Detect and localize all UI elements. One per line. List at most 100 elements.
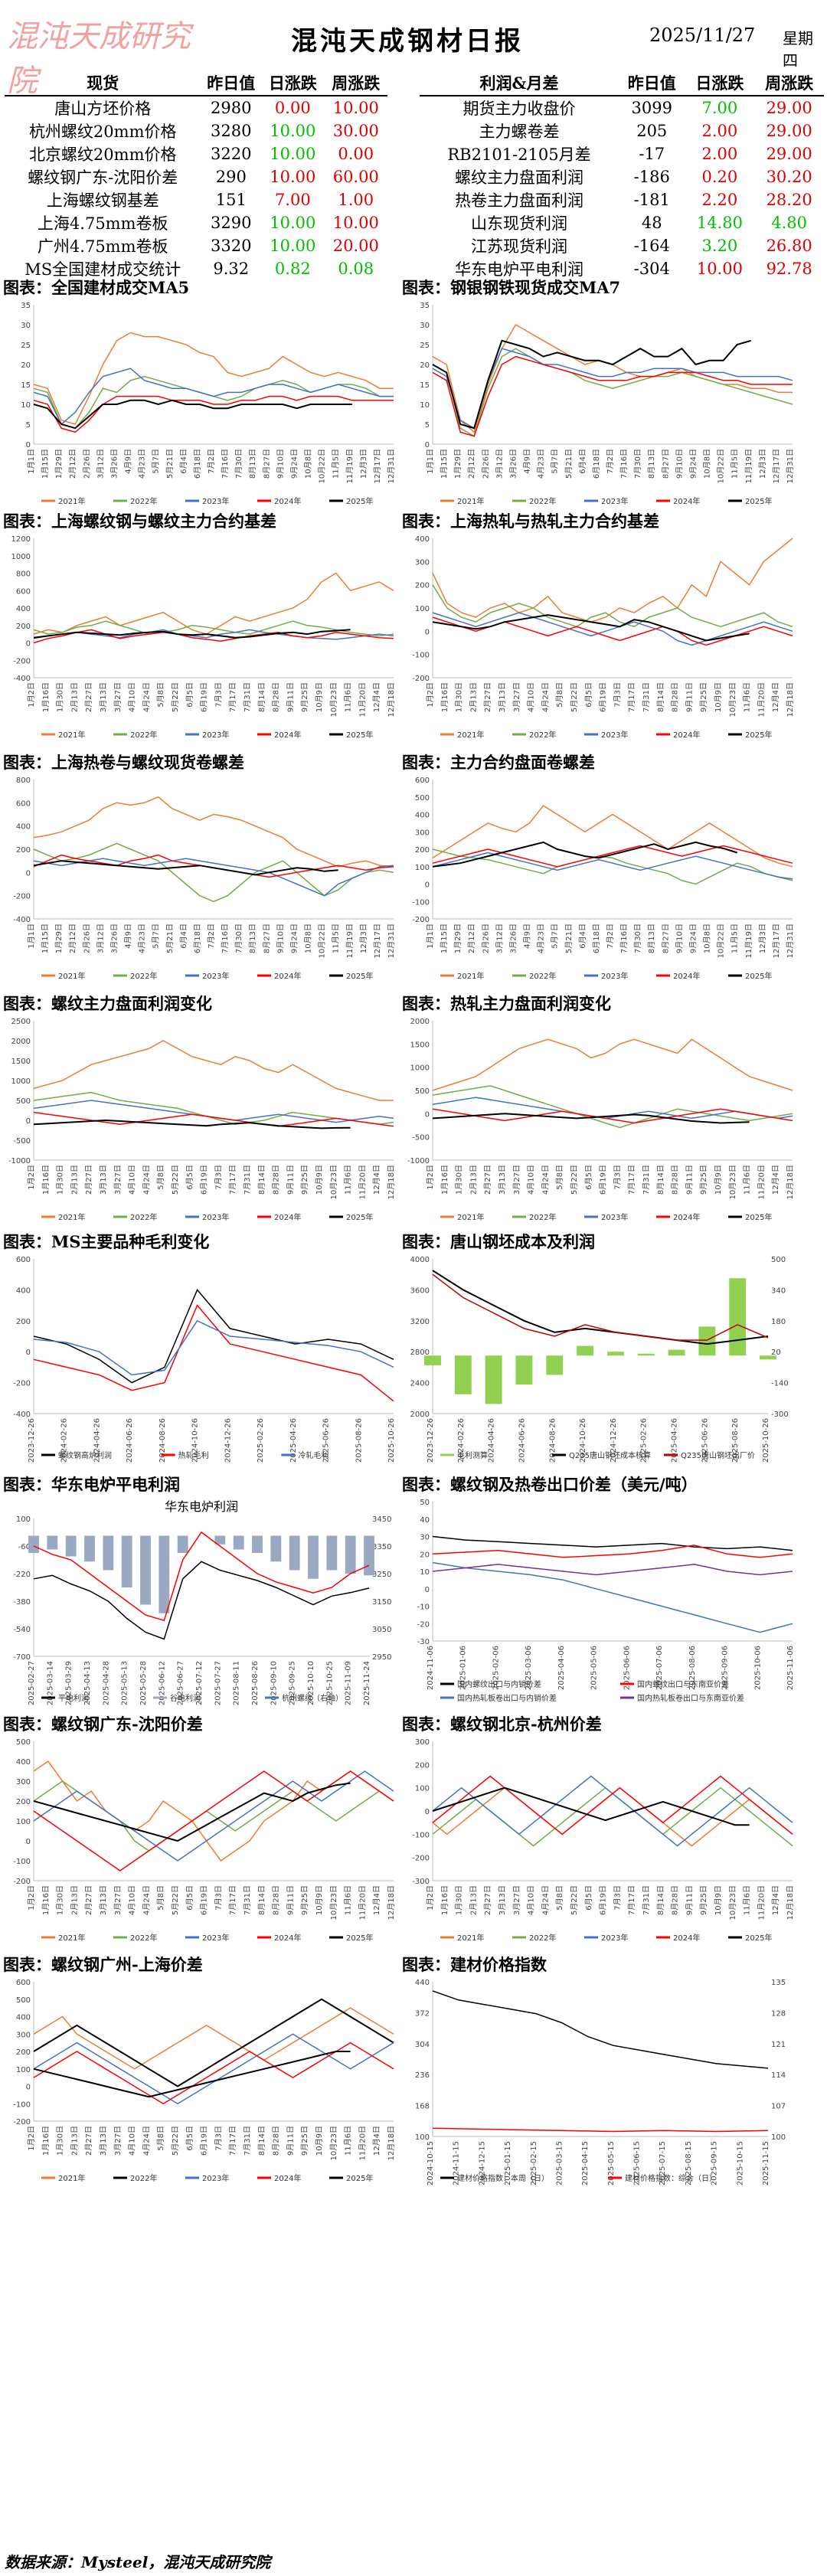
x-tick-label: 11月19日 bbox=[744, 449, 753, 483]
row-value: 48 bbox=[641, 214, 662, 232]
y-tick-label: 3200 bbox=[410, 1318, 430, 1326]
x-tick-label: 11月20日 bbox=[358, 682, 367, 717]
y-tick-label: 2000 bbox=[11, 1038, 31, 1046]
row-value: 0.08 bbox=[338, 260, 374, 278]
series-line bbox=[432, 614, 750, 642]
x-tick-label: 2025-07-06 bbox=[655, 1646, 664, 1690]
row-value: 2980 bbox=[211, 99, 252, 117]
x-tick-label: 6月5日 bbox=[584, 682, 593, 708]
x-tick-label: 1月29日 bbox=[453, 449, 463, 479]
x-tick-label: 5月8日 bbox=[555, 682, 564, 708]
y-tick-label: 0 bbox=[26, 640, 31, 649]
y-tick-label: 800 bbox=[16, 570, 31, 579]
table-row: 杭州螺纹20mm价格 3280 10.00 30.00 bbox=[5, 119, 387, 142]
legend-label: 2022年 bbox=[130, 1212, 157, 1222]
y-tick-label: 300 bbox=[16, 2031, 31, 2039]
legend-label: 2024年 bbox=[274, 2173, 301, 2183]
legend-label: 2025年 bbox=[745, 730, 772, 740]
y-tick-label: 100 bbox=[16, 1818, 31, 1826]
series-line bbox=[33, 1111, 394, 1127]
x-tick-label: 11月6日 bbox=[344, 1165, 353, 1195]
y-tick-label: -540 bbox=[13, 1626, 31, 1634]
series-line bbox=[33, 1304, 394, 1402]
x-tick-label: 4月24日 bbox=[142, 1885, 151, 1915]
chart-title: 图表：建材价格指数 bbox=[402, 1955, 547, 1974]
chart-svg: 100 168 236 304 372 440 100 107 114 121 128 135 2024… bbox=[415, 1979, 786, 2185]
x-tick-label: 8月14日 bbox=[257, 1165, 266, 1195]
bar bbox=[140, 1535, 151, 1605]
y-tick-label: 0 bbox=[26, 2084, 31, 2092]
series-line bbox=[33, 620, 394, 637]
x-tick-label: 4月9日 bbox=[523, 924, 532, 949]
y-tick-label: 0 bbox=[26, 441, 31, 449]
series-line bbox=[432, 339, 752, 430]
chart-11: 华东电炉利润 -700 -540 -380 -220 -60 100 2950 3050 3150… bbox=[3, 1496, 400, 1710]
legend-label: 2021年 bbox=[58, 496, 85, 506]
chart-title: 图表：螺纹钢广州-上海价差 bbox=[3, 1955, 203, 1974]
table-row: RB2101-2105月差 -17 2.00 29.00 bbox=[420, 142, 824, 165]
series-line bbox=[432, 1038, 793, 1091]
x-tick-label: 6月19日 bbox=[599, 1885, 608, 1915]
report-title: 混沌天成钢材日报 bbox=[291, 26, 524, 57]
x-tick-label: 1月16日 bbox=[41, 1165, 51, 1195]
y2-tick-label: 2950 bbox=[372, 1653, 391, 1662]
bar bbox=[364, 1535, 374, 1576]
x-tick-label: 1月2日 bbox=[426, 1165, 435, 1190]
x-tick-label: 7月31日 bbox=[243, 2126, 252, 2156]
x-tick-label: 12月17日 bbox=[373, 449, 382, 483]
bar bbox=[345, 1535, 356, 1574]
row-label: 山东现货利润 bbox=[470, 214, 567, 233]
x-tick-label: 12月31日 bbox=[786, 449, 795, 483]
y-tick-label: 800 bbox=[16, 776, 31, 785]
x-tick-label: 8月14日 bbox=[257, 1885, 266, 1915]
y-tick-label: 400 bbox=[16, 1758, 31, 1767]
x-tick-label: 2月26日 bbox=[82, 924, 91, 953]
x-tick-label: 5月8日 bbox=[156, 2126, 165, 2151]
chart-10: 2000 2400 2800 3200 3600 4000 -300 -140 20 180 340… bbox=[402, 1253, 799, 1467]
x-tick-label: 2025-06-26 bbox=[701, 1418, 709, 1463]
x-tick-label: 2025-06-15 bbox=[633, 2141, 642, 2185]
x-tick-label: 10月9日 bbox=[315, 1885, 324, 1915]
y-tick-label: 20 bbox=[420, 361, 430, 370]
bar bbox=[698, 1326, 716, 1356]
row-value: 1.00 bbox=[338, 191, 374, 209]
y-tick-label: 500 bbox=[16, 1097, 31, 1106]
y-tick-label: 400 bbox=[16, 2014, 31, 2022]
row-value: 29.00 bbox=[766, 122, 812, 140]
legend-label: 热轧毛利 bbox=[178, 1450, 209, 1460]
x-tick-label: 2月13日 bbox=[70, 682, 79, 712]
x-tick-label: 1月16日 bbox=[41, 2126, 51, 2156]
x-tick-label: 3月27日 bbox=[113, 2126, 123, 2156]
table-header: 昨日值 bbox=[618, 70, 685, 96]
series-line bbox=[432, 1775, 793, 1836]
chart-title: 图表：华东电炉平电利润 bbox=[3, 1475, 180, 1494]
legend-label: 2021年 bbox=[457, 971, 484, 981]
x-tick-label: 4月9日 bbox=[124, 924, 133, 949]
x-tick-label: 4月23日 bbox=[537, 449, 546, 479]
y-tick-label: 25 bbox=[420, 342, 430, 350]
row-value: 14.80 bbox=[696, 214, 743, 232]
row-value: 205 bbox=[636, 122, 668, 140]
y-tick-label: -100 bbox=[412, 652, 430, 660]
row-value: 0.82 bbox=[274, 260, 311, 278]
x-tick-label: 6月19日 bbox=[599, 1165, 608, 1195]
x-tick-label: 12月3日 bbox=[359, 924, 368, 953]
x-tick-label: 12月4日 bbox=[771, 682, 780, 712]
x-tick-label: 12月4日 bbox=[771, 1165, 780, 1195]
y-tick-label: 20 bbox=[420, 1551, 430, 1559]
x-tick-label: 2025-08-26 bbox=[731, 1418, 740, 1463]
y-tick-label: 100 bbox=[415, 864, 430, 872]
row-value: 0.00 bbox=[274, 99, 311, 117]
x-tick-label: 5月8日 bbox=[156, 1165, 165, 1190]
chart-title: 图表：上海螺纹钢与螺纹主力合约基差 bbox=[3, 512, 276, 531]
y-tick-label: -500 bbox=[412, 1134, 430, 1143]
x-tick-label: 11月6日 bbox=[344, 2126, 353, 2156]
x-tick-label: 5月21日 bbox=[564, 924, 574, 953]
legend-label: 2025年 bbox=[346, 971, 373, 981]
x-tick-label: 9月10日 bbox=[276, 924, 285, 953]
y-tick-label: 0 bbox=[425, 1808, 430, 1816]
chart-9: -400 -200 0 200 400 600 2023-12-26 2024-02-26 20… bbox=[3, 1253, 400, 1467]
x-tick-label: 7月30日 bbox=[633, 449, 642, 479]
series-line bbox=[33, 2007, 394, 2070]
legend-label: 2025年 bbox=[346, 2173, 373, 2183]
